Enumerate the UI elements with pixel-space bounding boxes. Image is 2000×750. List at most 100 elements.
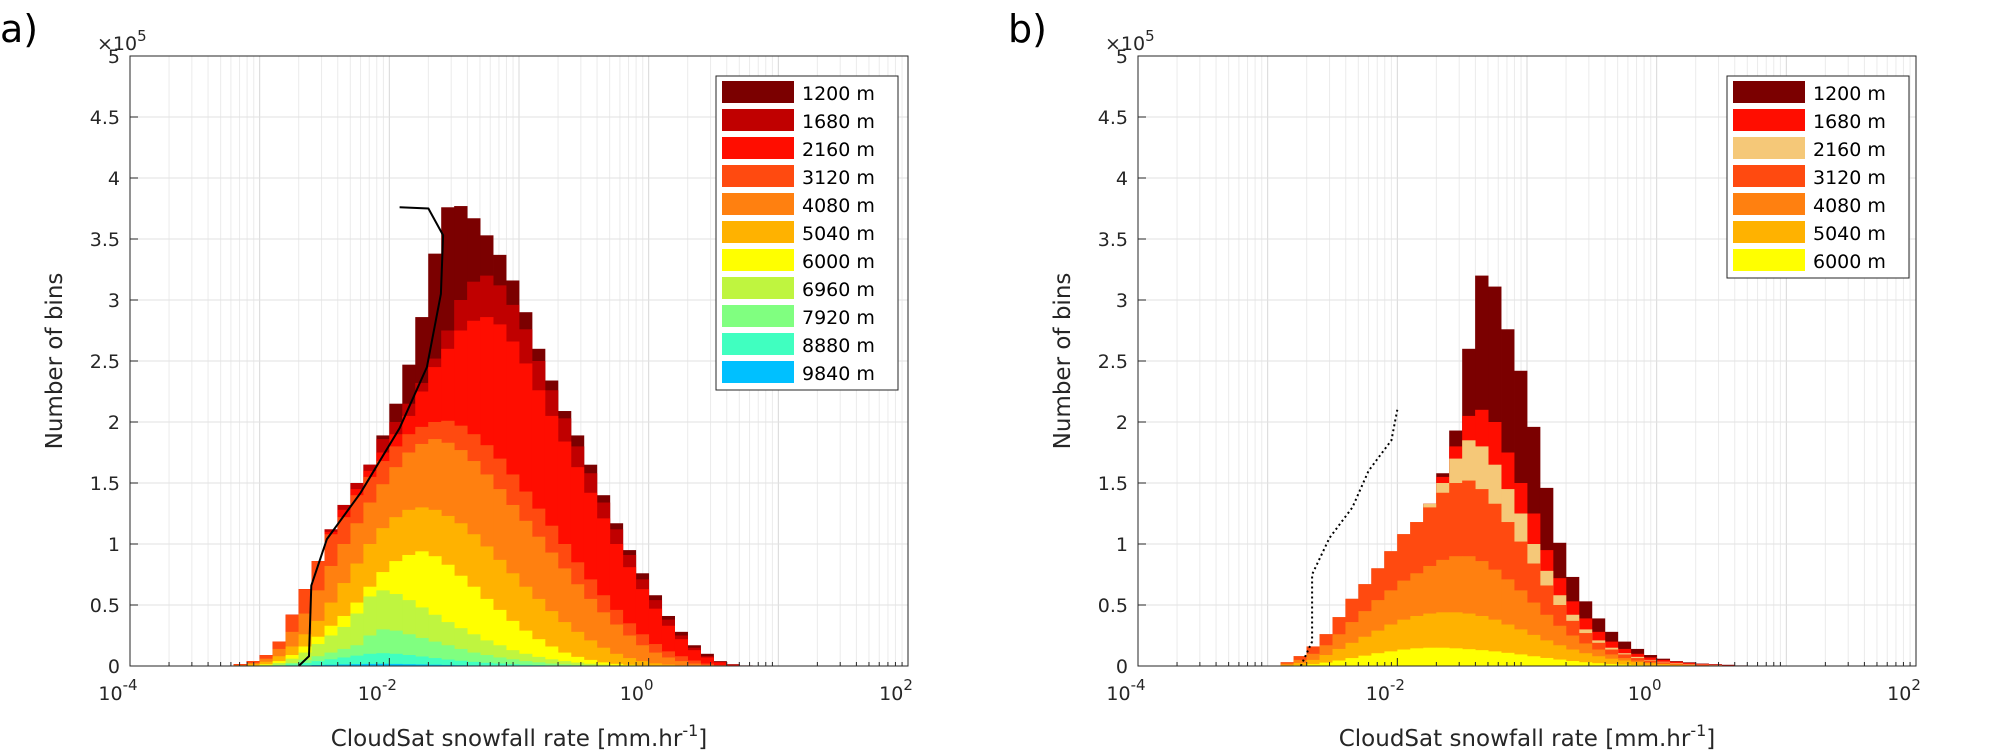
y-multiplier-label: ×105 bbox=[1105, 27, 1155, 55]
legend-entry: 8880 m bbox=[802, 335, 875, 357]
legend-entry: 6960 m bbox=[802, 279, 875, 301]
y-multiplier-exponent: 5 bbox=[137, 27, 147, 45]
bar bbox=[376, 653, 390, 666]
bar bbox=[1617, 660, 1632, 666]
x-axis-label: CloudSat snowfall rate [mm.hr-1] bbox=[1339, 721, 1716, 750]
legend-swatch bbox=[722, 165, 794, 187]
y-tick-label: 4.5 bbox=[1098, 107, 1128, 129]
legend-swatch bbox=[1733, 109, 1805, 131]
bar bbox=[1293, 662, 1307, 666]
y-tick-label: 1 bbox=[1116, 534, 1128, 556]
bar bbox=[674, 661, 688, 666]
bar bbox=[1488, 651, 1502, 666]
legend-swatch bbox=[1733, 137, 1805, 159]
y-multiplier-label: ×105 bbox=[97, 27, 147, 55]
legend-entry: 9840 m bbox=[802, 363, 875, 385]
x-tick-exponent: 2 bbox=[903, 676, 913, 694]
bar bbox=[596, 662, 611, 666]
bar bbox=[622, 658, 637, 666]
bar bbox=[363, 663, 377, 666]
bar bbox=[1604, 658, 1619, 666]
y-tick-label: 1.5 bbox=[90, 473, 120, 495]
legend: 1200 m 1680 m 2160 m 3120 m 4080 m 5040 m 6000… bbox=[1726, 75, 1910, 279]
bar bbox=[596, 664, 611, 666]
bar bbox=[285, 662, 299, 666]
bar bbox=[1319, 662, 1333, 666]
y-tick-label: 4.5 bbox=[90, 107, 120, 129]
bar bbox=[1669, 664, 1683, 666]
bar bbox=[661, 664, 675, 666]
y-tick-label: 2 bbox=[1116, 412, 1128, 434]
bar bbox=[402, 655, 416, 666]
x-tick-label: 10-2 bbox=[1366, 676, 1405, 705]
bar bbox=[441, 659, 455, 666]
bar bbox=[726, 664, 740, 666]
bar bbox=[519, 661, 533, 666]
bar bbox=[1604, 663, 1619, 666]
bar bbox=[259, 664, 274, 666]
bar bbox=[1656, 664, 1671, 666]
bar bbox=[454, 660, 468, 666]
bar bbox=[570, 664, 585, 666]
legend-swatch bbox=[722, 249, 794, 271]
y-tick-label: 4 bbox=[108, 168, 120, 190]
y-tick-label: 3.5 bbox=[90, 229, 120, 251]
y-axis-label: Number of bins bbox=[1050, 273, 1076, 450]
bar bbox=[1371, 653, 1385, 666]
legend-swatch bbox=[722, 137, 794, 159]
bar bbox=[389, 663, 403, 666]
bar bbox=[363, 653, 377, 666]
legend-swatch bbox=[722, 305, 794, 327]
bar bbox=[324, 659, 338, 666]
legend-entry: 1200 m bbox=[1813, 83, 1886, 105]
bar bbox=[1514, 654, 1528, 666]
bar bbox=[557, 661, 572, 666]
bar bbox=[350, 664, 364, 666]
legend-swatch bbox=[722, 333, 794, 355]
legend-entry: 3120 m bbox=[1813, 167, 1886, 189]
bar bbox=[544, 663, 559, 666]
bar bbox=[1552, 659, 1567, 666]
y-tick-label: 0 bbox=[1116, 656, 1128, 678]
bar bbox=[415, 664, 429, 666]
bar bbox=[493, 657, 507, 666]
bar bbox=[337, 657, 351, 666]
bar bbox=[259, 661, 274, 666]
bar bbox=[324, 664, 338, 666]
bar bbox=[700, 663, 714, 666]
x-axis-label-superscript: -1 bbox=[1690, 721, 1706, 740]
y-tick-label: 5 bbox=[1116, 46, 1128, 68]
bar bbox=[1462, 649, 1476, 666]
x-axis-label: CloudSat snowfall rate [mm.hr-1] bbox=[331, 721, 708, 750]
y-tick-label: 0.5 bbox=[1098, 595, 1128, 617]
legend-entry: 2160 m bbox=[1813, 139, 1886, 161]
bar bbox=[583, 659, 598, 666]
y-multiplier-exponent: 5 bbox=[1145, 27, 1155, 45]
x-tick-label: 10-4 bbox=[1106, 676, 1145, 705]
legend-swatch bbox=[1733, 81, 1805, 103]
legend-entry: 5040 m bbox=[1813, 223, 1886, 245]
legend-entry: 6000 m bbox=[1813, 251, 1886, 273]
bar bbox=[531, 662, 546, 666]
y-tick-label: 3.5 bbox=[1098, 229, 1128, 251]
legend-swatch bbox=[1733, 249, 1805, 271]
bar bbox=[570, 662, 585, 666]
y-tick-label: 3 bbox=[108, 290, 120, 312]
x-tick-exponent: -4 bbox=[1131, 676, 1146, 694]
legend-swatch bbox=[1733, 165, 1805, 187]
bar bbox=[713, 662, 727, 666]
bar bbox=[1436, 647, 1450, 666]
x-axis-label-suffix: ] bbox=[1706, 726, 1715, 750]
x-tick-exponent: -2 bbox=[382, 676, 397, 694]
y-tick-label: 3 bbox=[1116, 290, 1128, 312]
bar bbox=[648, 663, 663, 666]
x-axis-label-superscript: -1 bbox=[682, 721, 698, 740]
bar bbox=[467, 661, 481, 666]
bar bbox=[1475, 650, 1489, 666]
series-6000-m bbox=[1280, 647, 1696, 666]
bar bbox=[1345, 658, 1359, 666]
legend-swatch bbox=[722, 221, 794, 243]
bars-0 bbox=[220, 206, 766, 667]
y-tick-label: 0 bbox=[108, 656, 120, 678]
